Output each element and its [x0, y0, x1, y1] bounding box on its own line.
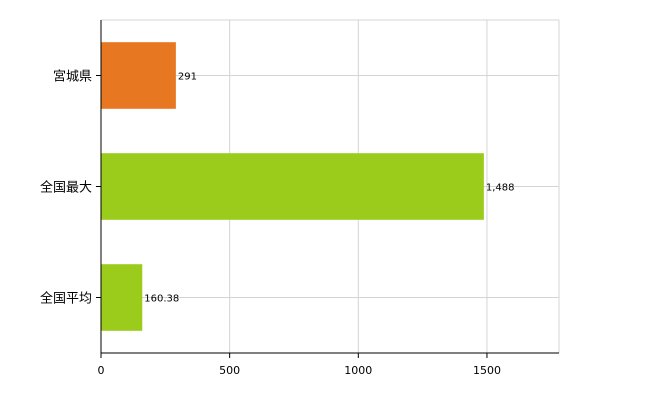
bar-1	[101, 153, 484, 220]
x-tick-label-3: 1500	[473, 364, 501, 377]
category-label-1: 全国最大	[40, 180, 92, 196]
x-tick-label-1: 500	[219, 364, 240, 377]
category-label-2: 全国平均	[40, 291, 92, 307]
x-tick-label-0: 0	[98, 364, 105, 377]
bar-2	[101, 264, 143, 331]
data-label-1: 1,488	[486, 183, 515, 194]
category-label-0: 宮城県	[53, 69, 92, 85]
axes	[96, 20, 559, 358]
x-tick-label-2: 1000	[344, 364, 372, 377]
bars	[101, 42, 484, 331]
data-label-2: 160.38	[144, 294, 179, 305]
bar-0	[101, 42, 176, 109]
labels: 291 宮城県 1,488 全国最大 160.38 全国平均 0 500 1000 1500	[40, 69, 515, 378]
data-label-0: 291	[178, 72, 197, 83]
